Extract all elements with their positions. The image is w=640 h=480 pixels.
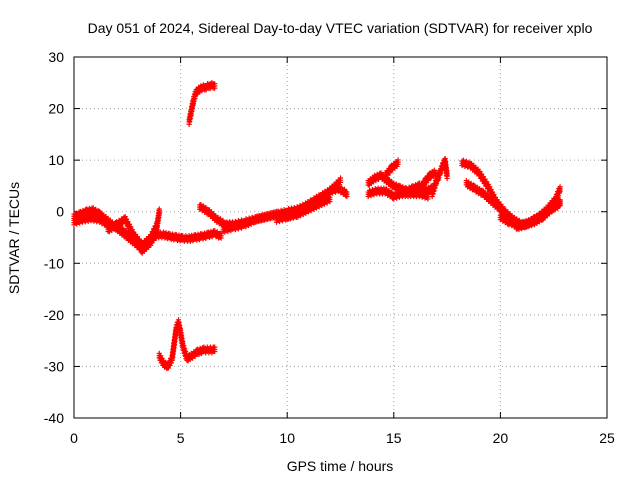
x-tick-label: 25 [599,430,615,446]
data-point [168,360,174,366]
data-series-arc-3 [105,206,162,250]
data-point [433,180,440,187]
x-axis-label: GPS time / hours [287,458,394,474]
x-tick-label: 10 [279,430,295,446]
data-series-arc-16 [497,196,563,231]
data-series-arc-13 [418,167,442,191]
data-point [557,188,563,194]
data-point [194,91,200,97]
data-point [444,175,450,182]
y-tick-label: 10 [48,152,64,168]
data-point [327,199,333,205]
data-point [156,210,162,216]
data-point [435,177,442,183]
tick-layer: 0 5 10 15 20 25 30 20 10 0 -10 -20 -30 -40 [44,49,615,446]
data-point [218,235,224,241]
y-tick-label: -40 [44,410,64,426]
data-point [153,227,159,233]
data-point [148,236,155,242]
data-series-arc-4 [186,79,218,127]
data-series-arc-10 [365,185,431,202]
y-tick-label: 30 [48,49,64,65]
data-point [151,230,157,236]
data-point [395,161,401,167]
data-point [212,85,218,91]
data-series-arc-5 [156,317,218,372]
grid-layer [74,57,607,418]
data-series-arc-2 [71,212,160,256]
data-layer [71,79,563,372]
data-point [557,201,563,207]
chart-title: Day 051 of 2024, Sidereal Day-to-day VTE… [88,20,593,36]
data-series-arc-11 [382,157,401,180]
data-point [150,233,156,239]
data-point [425,196,431,202]
data-point [212,348,218,355]
y-tick-label: -30 [44,358,64,374]
y-axis-label: SDTVAR / TECUs [6,182,22,294]
y-tick-label: -20 [44,307,64,323]
y-tick-label: -10 [44,255,64,271]
data-series-arc-8 [273,194,333,225]
x-tick-label: 0 [70,430,78,446]
plot-frame [73,56,608,419]
data-point [344,193,350,200]
y-tick-label: 20 [48,101,64,117]
x-tick-label: 15 [386,430,402,446]
x-tick-label: 20 [493,430,509,446]
data-point [337,179,344,185]
y-tick-label: 0 [56,204,64,220]
x-tick-label: 5 [177,430,185,446]
data-point [555,193,561,199]
data-series-arc-12 [429,155,450,200]
